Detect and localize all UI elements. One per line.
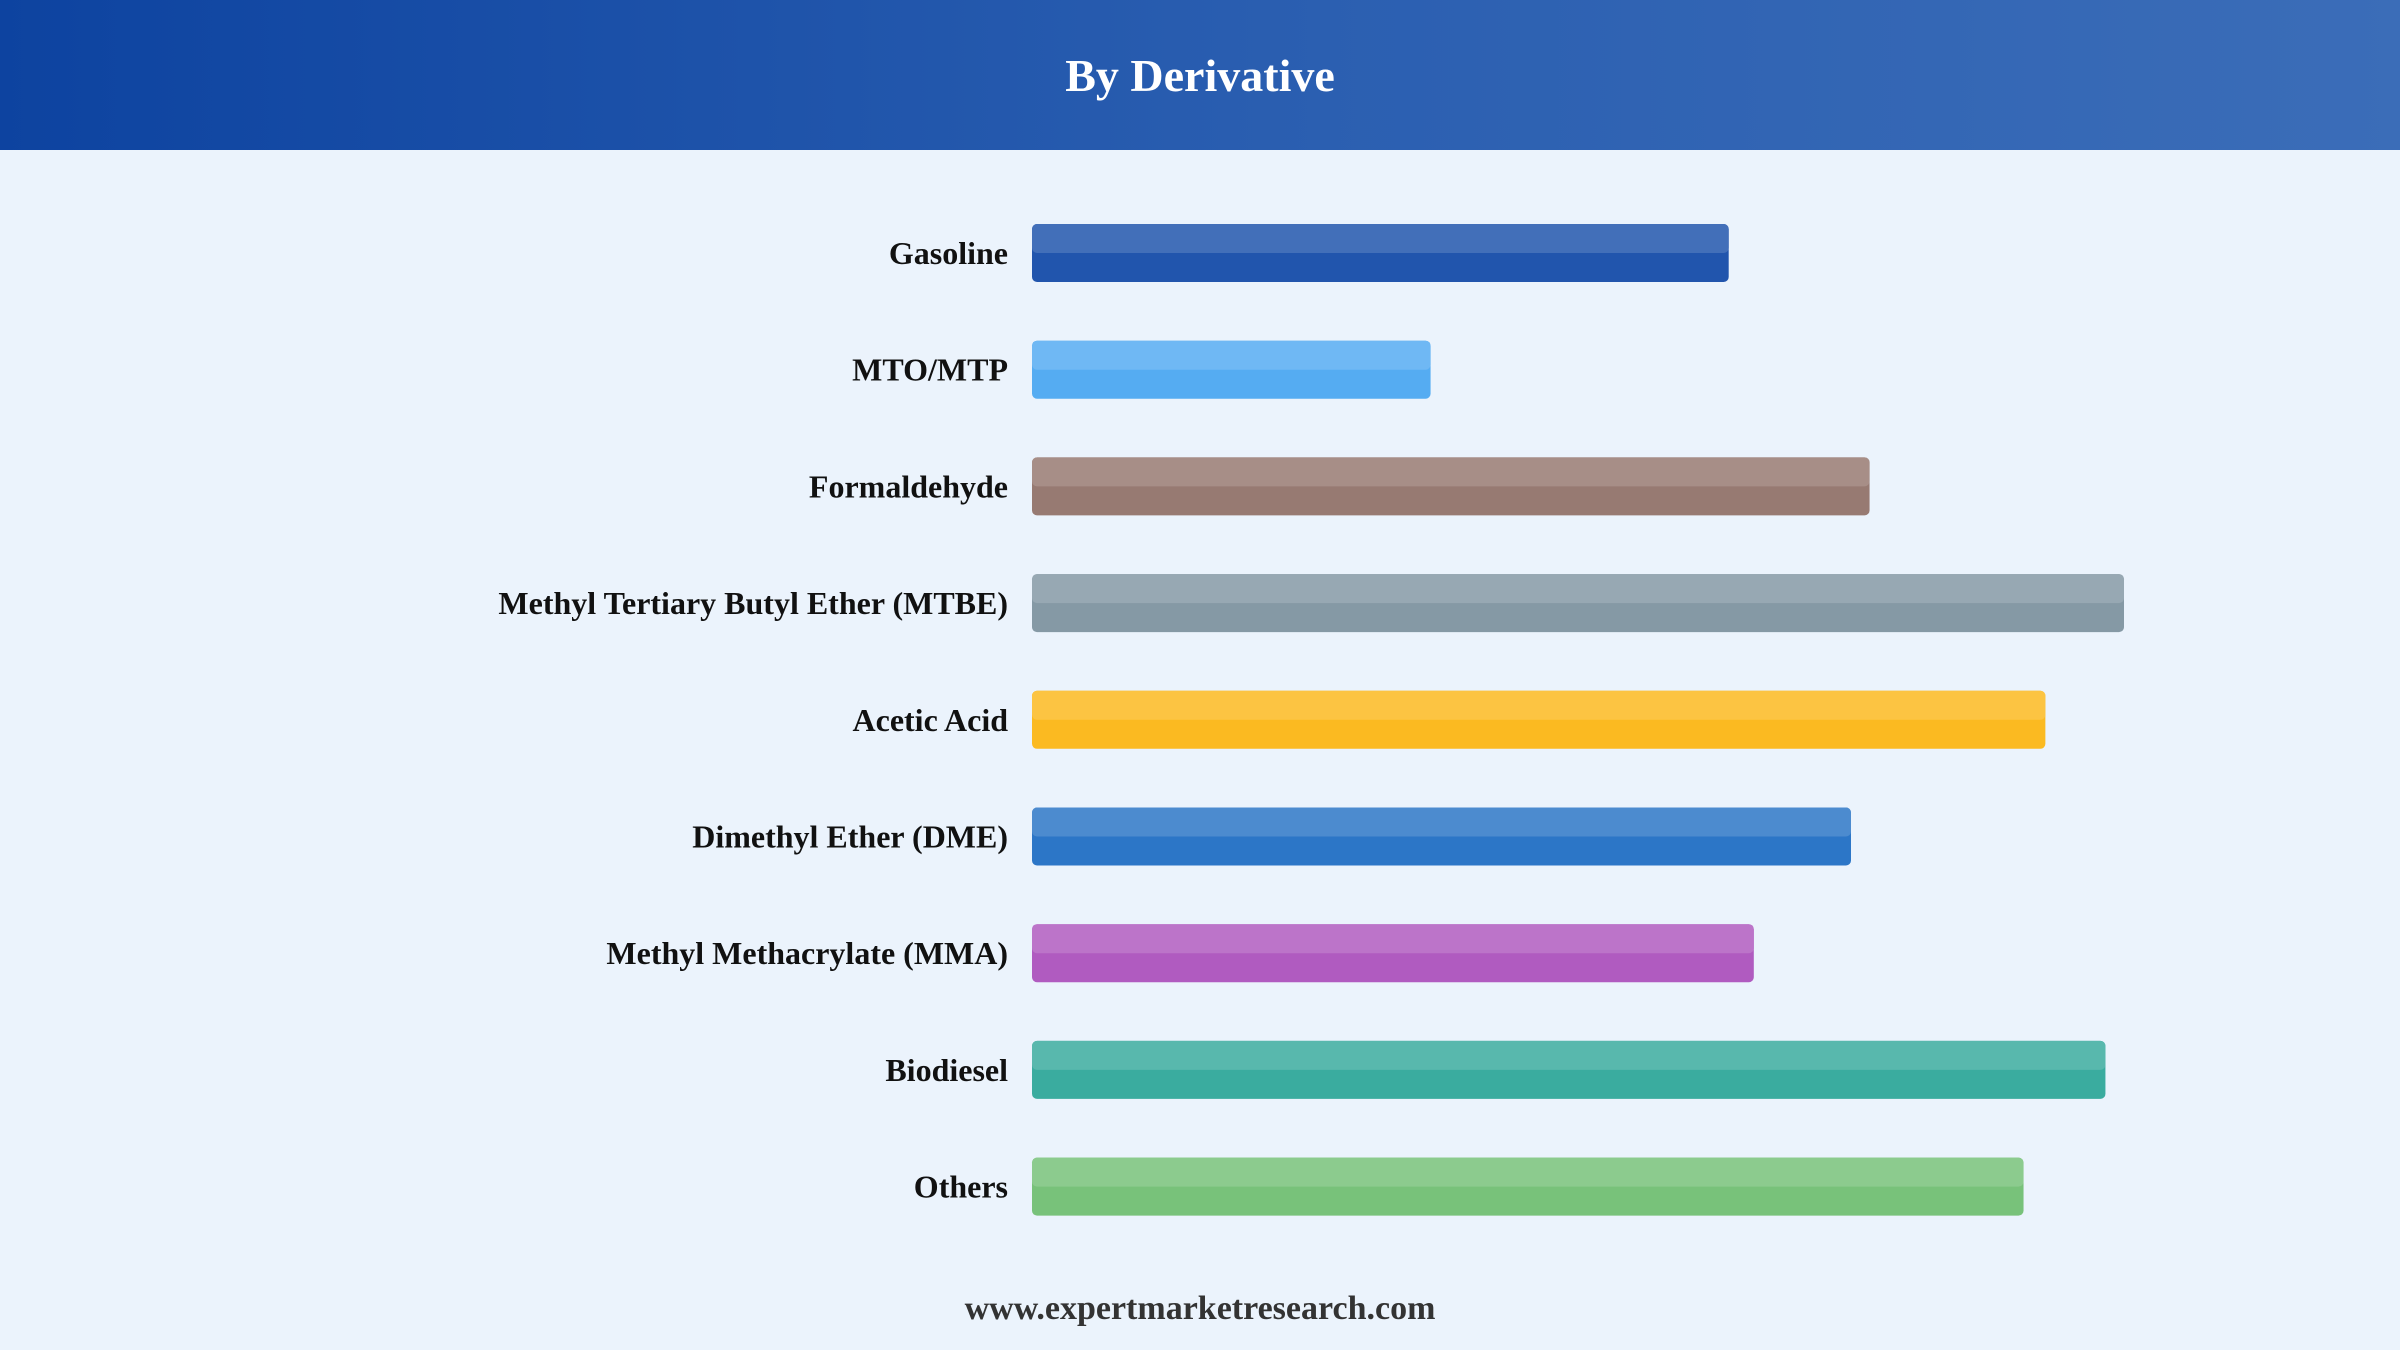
bar-highlight [1032,1157,2024,1187]
bar-acetic-acid [1032,690,2046,749]
bar-methyl-tertiary-butyl-ether-mtbe [1032,574,2124,633]
bar-methyl-methacrylate-mma [1032,924,1754,983]
bar-others [1032,1157,2024,1216]
header-banner: By Derivative [0,0,2400,150]
category-label-others: Others [914,1169,1008,1205]
bar-highlight [1032,574,2124,604]
category-label-formaldehyde: Formaldehyde [809,468,1008,504]
category-label-dimethyl-ether-dme: Dimethyl Ether (DME) [692,819,1008,855]
category-label-methyl-methacrylate-mma: Methyl Methacrylate (MMA) [606,935,1008,971]
source-footer: www.expertmarketresearch.com [964,1290,1436,1327]
category-label-biodiesel: Biodiesel [885,1052,1008,1088]
category-label-acetic-acid: Acetic Acid [853,702,1009,738]
bar-biodiesel [1032,1040,2106,1099]
bar-dimethyl-ether-dme [1032,807,1851,866]
bar-mto-mtp [1032,340,1431,399]
bar-formaldehyde [1032,457,1870,516]
bar-highlight [1032,924,1754,954]
chart-title: By Derivative [1065,49,1335,101]
bar-gasoline [1032,224,1729,282]
bar-highlight [1032,690,2046,720]
category-label-gasoline: Gasoline [889,235,1008,271]
bar-highlight [1032,1040,2106,1070]
bar-highlight [1032,457,1870,487]
bar-highlight [1032,224,1729,253]
bar-highlight [1032,340,1431,370]
category-label-methyl-tertiary-butyl-ether-mtbe: Methyl Tertiary Butyl Ether (MTBE) [498,585,1008,621]
bar-highlight [1032,807,1851,837]
bar-chart: Gasoline MTO/MTP Formaldehyde Methyl Tertia… [498,224,2124,1216]
category-label-mto-mtp: MTO/MTP [852,352,1008,388]
